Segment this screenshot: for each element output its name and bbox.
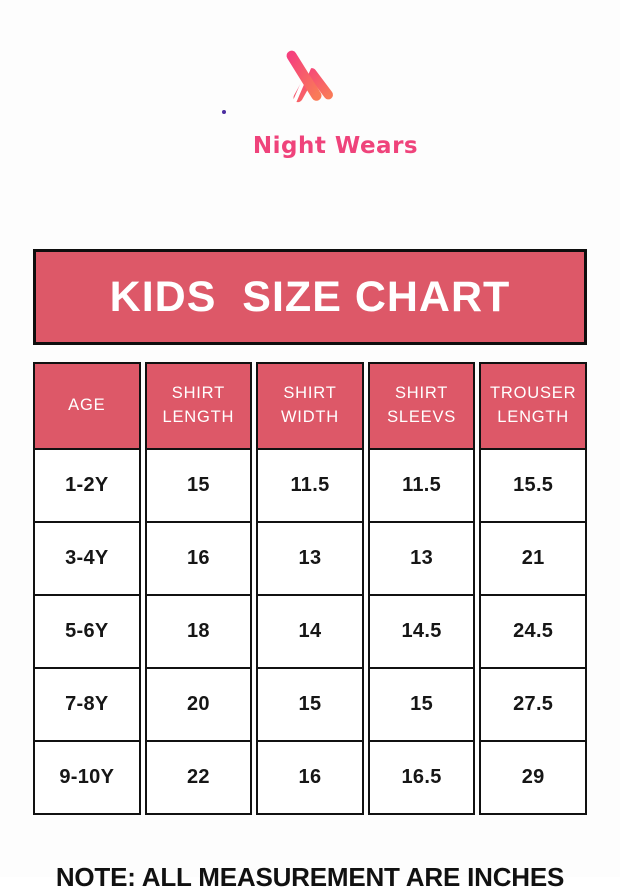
table-column-age: AGE 1-2Y 3-4Y 5-6Y 7-8Y 9-10Y [33,362,141,815]
page-title: KIDS SIZE CHART [109,272,511,321]
column-header: SHIRT LENGTH [146,364,251,448]
table-cell: 15 [258,667,362,740]
table-cell: 22 [146,740,251,813]
table-cell: 24.5 [481,594,585,667]
table-column-shirt-width: SHIRT WIDTH 11.5 13 14 15 16 [256,362,364,815]
table-column-trouser-length: TROUSER LENGTH 15.5 21 24.5 27.5 29 [479,362,587,815]
column-header: AGE [35,364,139,448]
table-cell: 9-10Y [35,740,139,813]
title-banner: KIDS SIZE CHART [33,249,587,345]
table-cell: 27.5 [481,667,585,740]
table-column-shirt-length: SHIRT LENGTH 15 16 18 20 22 [144,362,253,815]
night-wears-logo-icon [286,50,334,104]
brand-i-dot [221,109,227,114]
column-header: SHIRT SLEEVS [369,364,474,448]
table-cell: 5-6Y [35,594,139,667]
table-cell: 14.5 [369,594,474,667]
size-table: AGE 1-2Y 3-4Y 5-6Y 7-8Y 9-10Y SHIRT LENG… [33,362,587,815]
table-cell: 16 [258,740,362,813]
measurement-note: NOTE: ALL MEASUREMENT ARE INCHES [55,862,565,892]
table-cell: 11.5 [258,448,362,521]
table-cell: 7-8Y [35,667,139,740]
table-cell: 13 [369,521,474,594]
brand-name: Night Wears [202,107,418,211]
table-cell: 16 [146,521,251,594]
table-cell: 11.5 [369,448,474,521]
table-cell: 3-4Y [35,521,139,594]
table-cell: 16.5 [369,740,474,813]
table-cell: 21 [481,521,585,594]
table-column-shirt-sleeves: SHIRT SLEEVS 11.5 13 14.5 15 16.5 [367,362,476,815]
table-cell: 14 [258,594,362,667]
table-cell: 29 [481,740,585,813]
table-cell: 15 [146,448,251,521]
brand-name-text: Night Wears [252,133,419,159]
column-header: TROUSER LENGTH [481,364,585,448]
table-cell: 18 [146,594,251,667]
table-cell: 15.5 [481,448,585,521]
table-cell: 13 [258,521,362,594]
logo-section: Night Wears [0,0,620,211]
table-cell: 15 [369,667,474,740]
column-header: SHIRT WIDTH [258,364,362,448]
table-cell: 20 [146,667,251,740]
table-cell: 1-2Y [35,448,139,521]
